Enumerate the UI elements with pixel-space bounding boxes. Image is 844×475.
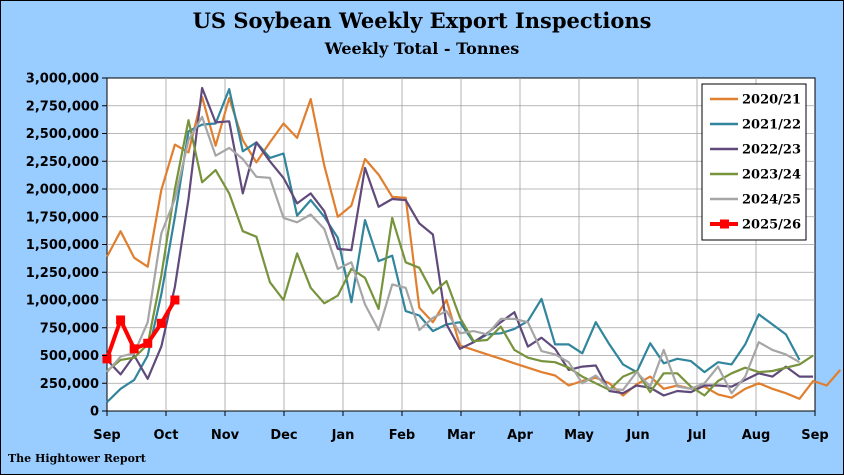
legend-label: 2021/22 [742, 118, 801, 133]
y-tick-label: 0 [90, 405, 99, 420]
series-point-2025-26 [129, 344, 139, 354]
x-tick-label: Apr [507, 428, 533, 443]
x-tick-label: Jul [687, 428, 707, 443]
legend-marker [720, 219, 729, 229]
y-tick-label: 2,000,000 [26, 183, 99, 198]
series-point-2025-26 [102, 354, 112, 364]
x-axis-ticks: Sep Oct Nov Dec Jan Feb Mar Apr May Jun Jul Aug Sep [93, 411, 829, 443]
series-point-2025-26 [143, 338, 153, 348]
y-tick-label: 3,000,000 [26, 72, 99, 87]
x-tick-label: Aug [742, 428, 771, 443]
x-tick-label: Feb [389, 428, 415, 443]
y-tick-label: 1,000,000 [26, 294, 99, 309]
y-tick-label: 500,000 [40, 349, 99, 364]
x-tick-label: Sep [801, 428, 829, 443]
series-point-2025-26 [156, 318, 166, 328]
chart-subtitle: Weekly Total - Tonnes [324, 39, 520, 58]
series-line-2024-25 [106, 115, 801, 395]
series-lines [102, 86, 842, 403]
x-tick-label: Mar [447, 428, 476, 443]
legend-label: 2022/23 [742, 143, 801, 158]
legend-label: 2020/21 [742, 93, 801, 108]
legend-label: 2023/24 [742, 168, 801, 183]
x-tick-label: Jun [625, 428, 649, 443]
series-line-2023-24 [106, 119, 814, 397]
y-tick-label: 2,750,000 [26, 99, 99, 114]
x-tick-label: May [564, 428, 594, 443]
y-tick-label: 2,500,000 [26, 127, 99, 142]
x-tick-label: Jan [331, 428, 355, 443]
x-tick-label: Nov [211, 428, 240, 443]
y-tick-label: 1,250,000 [26, 266, 99, 281]
chart-title: US Soybean Weekly Export Inspections [192, 8, 652, 33]
legend-box [701, 83, 807, 241]
series-point-2025-26 [116, 315, 126, 325]
legend-label: 2025/26 [742, 218, 801, 233]
x-tick-label: Dec [270, 428, 297, 443]
series-line-2020-21 [106, 95, 842, 400]
y-tick-label: 1,750,000 [26, 210, 99, 225]
y-tick-label: 250,000 [40, 377, 99, 392]
y-axis-ticks: 0 250,000 500,000 750,000 1,000,000 1,250,000… [26, 72, 107, 420]
y-tick-label: 1,500,000 [26, 238, 99, 253]
x-tick-label: Oct [154, 428, 179, 443]
y-tick-label: 750,000 [40, 321, 99, 336]
y-tick-label: 2,250,000 [26, 155, 99, 170]
legend-label: 2024/25 [742, 193, 801, 208]
legend: 2020/21 2021/22 2022/23 2023/24 2024/25 2025/… [701, 83, 807, 241]
x-tick-label: Sep [93, 428, 121, 443]
gridlines [107, 78, 815, 411]
series-point-2025-26 [170, 295, 180, 305]
source-credit: The Hightower Report [8, 452, 146, 465]
